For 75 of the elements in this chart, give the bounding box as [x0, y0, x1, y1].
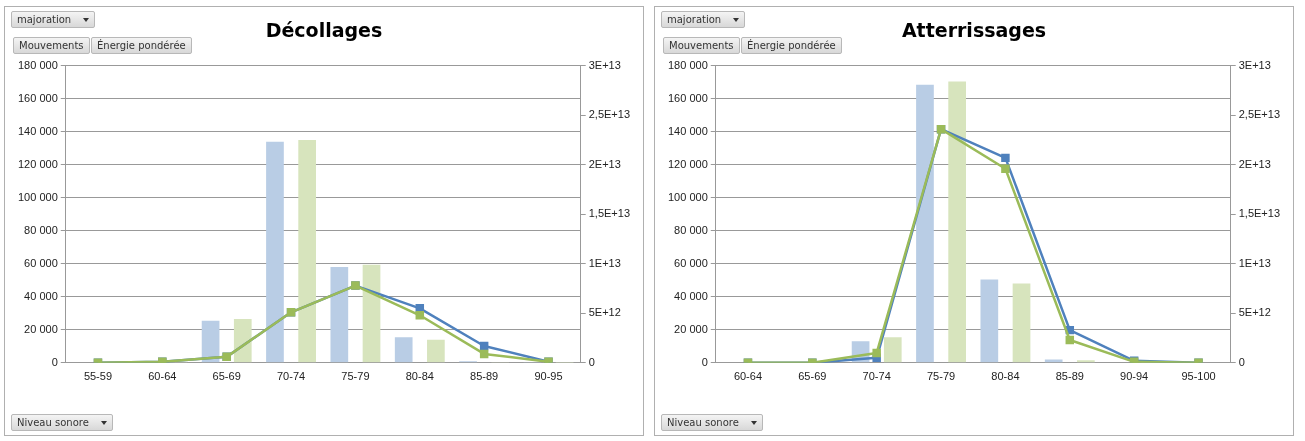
x-tick-label: 55-59 — [83, 370, 113, 383]
bar — [916, 84, 934, 363]
y2-tick-label: 1E+13 — [1238, 256, 1271, 269]
x-tick-label: 90-95 — [534, 370, 563, 383]
y2-tick-label: 1E+13 — [588, 256, 621, 269]
y-tick-label: 100 000 — [668, 190, 708, 203]
x-tick-label: 90-94 — [1120, 370, 1149, 383]
bar — [427, 339, 445, 363]
chart-title: Atterrissages — [901, 19, 1047, 42]
y-tick-label: 160 000 — [668, 91, 708, 104]
text: majoration — [17, 14, 72, 25]
x-tick-label: 85-89 — [470, 370, 499, 383]
y-tick-label: 40 000 — [24, 289, 58, 302]
y-tick-label: 60 000 — [24, 256, 58, 269]
x-tick-label: 70-74 — [862, 370, 891, 383]
y2-tick-label: 3E+13 — [1238, 58, 1271, 71]
y-tick-label: 60 000 — [674, 256, 708, 269]
x-tick-label: 95-100 — [1181, 370, 1216, 383]
y2-tick-label: 5E+12 — [588, 306, 621, 319]
x-tick-label: 65-69 — [212, 370, 241, 383]
text: Niveau sonore — [667, 417, 739, 428]
y2-tick-label: 0 — [588, 355, 595, 368]
bar — [980, 279, 999, 363]
y-tick-label: 100 000 — [18, 190, 58, 203]
y2-tick-label: 3E+13 — [588, 58, 621, 71]
y-tick-label: 80 000 — [674, 223, 708, 236]
x-tick-label: 75-79 — [341, 370, 370, 383]
x-tick-label: 80-84 — [405, 370, 434, 383]
y2-tick-label: 2,5E+13 — [1238, 108, 1281, 121]
text: majoration — [667, 14, 722, 25]
bar — [1012, 283, 1031, 363]
y2-tick-label: 2E+13 — [588, 157, 621, 170]
y2-tick-label: 0 — [1238, 355, 1245, 368]
text: Mouvements — [19, 40, 84, 51]
y2-tick-label: 5E+12 — [1238, 306, 1271, 319]
bar — [394, 337, 413, 363]
x-tick-label: 70-74 — [276, 370, 306, 383]
x-tick-label: 85-89 — [1055, 370, 1084, 383]
y2-tick-label: 1,5E+13 — [1238, 207, 1281, 220]
y-tick-label: 80 000 — [24, 223, 58, 236]
point — [1001, 153, 1010, 163]
y-tick-label: 140 000 — [668, 124, 708, 137]
y2-tick-label: 1,5E+13 — [588, 207, 631, 220]
y-tick-label: 160 000 — [18, 91, 58, 104]
bar — [883, 337, 902, 363]
y-tick-label: 120 000 — [668, 157, 708, 170]
bar — [948, 81, 966, 363]
y-tick-label: 140 000 — [18, 124, 58, 137]
bar — [233, 319, 252, 363]
x-tick-label: 60-64 — [733, 370, 763, 383]
y-tick-label: 120 000 — [18, 157, 58, 170]
point — [1001, 164, 1010, 173]
bar — [330, 267, 349, 363]
bar — [298, 140, 316, 363]
x-tick-label: 60-64 — [148, 370, 177, 383]
x-tick-label: 65-69 — [798, 370, 827, 383]
chart-title: Décollages — [265, 19, 383, 42]
y-tick-label: 0 — [51, 355, 58, 368]
y2-tick-label: 2E+13 — [1238, 157, 1271, 170]
text: Énergie pondérée — [747, 40, 836, 51]
y2-tick-label: 2,5E+13 — [588, 108, 631, 121]
x-tick-label: 80-84 — [991, 370, 1020, 383]
text: Niveau sonore — [17, 417, 89, 428]
bar — [362, 264, 381, 363]
bar — [266, 141, 284, 363]
text: Énergie pondérée — [97, 40, 186, 51]
y-tick-label: 180 000 — [18, 58, 58, 71]
point — [872, 348, 881, 358]
x-tick-label: 75-79 — [926, 370, 956, 383]
y-tick-label: 20 000 — [24, 322, 58, 335]
y-tick-label: 180 000 — [668, 58, 708, 71]
y-tick-label: 20 000 — [674, 322, 708, 335]
y-tick-label: 40 000 — [674, 289, 708, 302]
text: Mouvements — [669, 40, 734, 51]
y-tick-label: 0 — [701, 355, 708, 368]
